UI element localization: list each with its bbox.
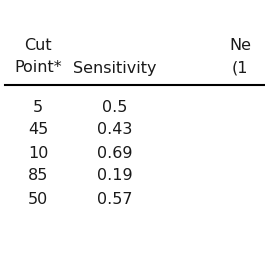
Text: 45: 45: [28, 122, 48, 138]
Text: Cut: Cut: [24, 38, 52, 52]
Text: (1: (1: [232, 60, 248, 76]
Text: Ne: Ne: [229, 38, 251, 52]
Text: Sensitivity: Sensitivity: [73, 60, 157, 76]
Text: 0.19: 0.19: [97, 169, 133, 183]
Text: 85: 85: [28, 169, 48, 183]
Text: 0.57: 0.57: [97, 192, 133, 206]
Text: 5: 5: [33, 99, 43, 114]
Text: 0.69: 0.69: [97, 145, 133, 161]
Text: 10: 10: [28, 145, 48, 161]
Text: 0.43: 0.43: [97, 122, 133, 138]
Text: 50: 50: [28, 192, 48, 206]
Text: 0.5: 0.5: [102, 99, 128, 114]
Text: Point*: Point*: [14, 60, 62, 76]
